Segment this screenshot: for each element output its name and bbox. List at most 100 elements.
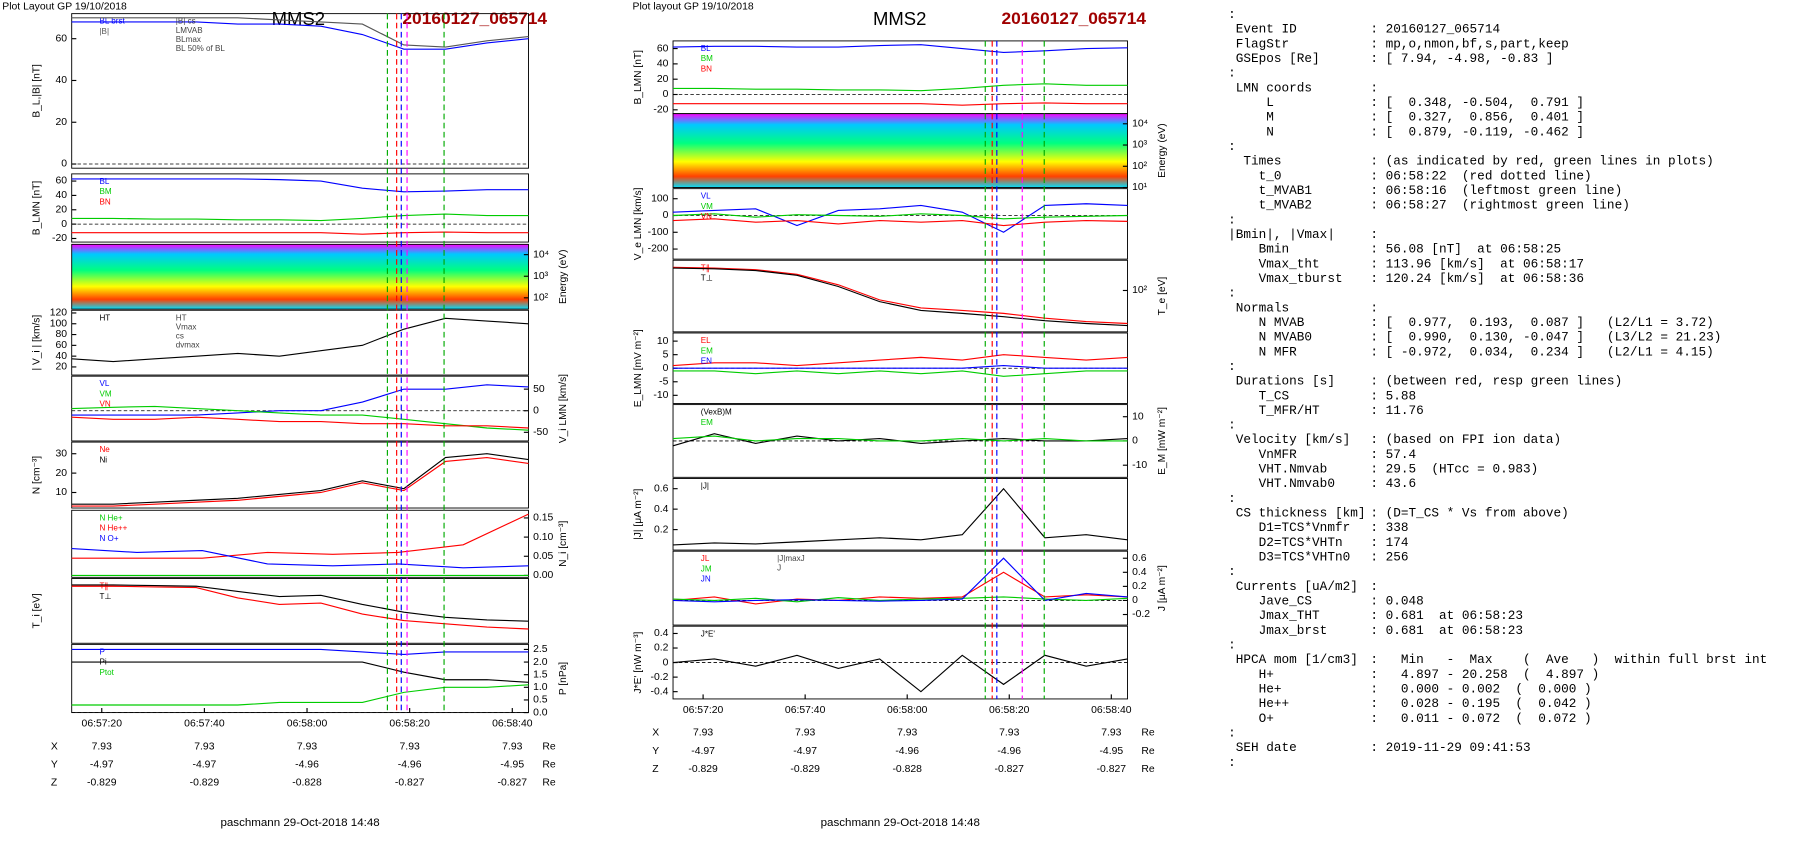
panel-frame [672,478,1128,551]
y-tick-label: -5 [659,377,669,388]
y-axis-label: V_i LMN [km/s] [558,374,569,443]
position-cell: 7.93 [693,728,713,739]
info-value: : 113.96 [km/s] at 06:58:17 [1370,257,1584,271]
legend-entry: N He++ [99,524,127,533]
info-value: : [1228,287,1236,301]
position-cell: 7.93 [297,741,317,752]
legend-entry: |J| [701,482,709,491]
info-key: t_0 [1228,169,1281,183]
info-value: : 06:58:16 (leftmost green line) [1370,184,1622,198]
info-value: : 57.4 [1370,448,1416,462]
panel-frame [71,509,529,578]
info-value: : [1228,492,1236,506]
info-key: Durations [s] [1228,375,1335,389]
info-value: : 20160127_065714 [1370,23,1500,37]
y-tick-label: 100 [50,319,68,330]
info-value: : 06:58:27 (rightmost green line) [1370,199,1630,213]
position-cell: Re [1141,746,1155,757]
info-key: |Bmin|, |Vmax| [1228,228,1335,242]
info-value: : [1228,565,1236,579]
position-cell: -0.829 [190,778,220,789]
info-key: N MFR [1228,345,1297,359]
y-axis-label: Energy (eV) [558,249,569,303]
position-cell: -4.97 [90,760,114,771]
x-tick-label: 06:57:40 [785,705,826,716]
info-key: Vmax_tht [1228,257,1320,271]
series-line [673,83,1128,92]
series-line [71,416,529,429]
header: Plot Layout GP 19/10/2018 [2,2,127,13]
info-value: : 56.08 [nT] at 06:58:25 [1370,243,1561,257]
y-tick-label: 40 [56,190,68,201]
panel-frame [71,309,529,376]
info-value: : [1228,213,1236,227]
position-cell: 7.93 [400,741,420,752]
y-tick-label: 0.2 [1132,581,1147,592]
info-value: : (based on FPI ion data) [1370,433,1561,447]
position-cell: -0.828 [892,764,922,775]
y-tick-label: 60 [657,43,669,54]
y-tick-label: 50 [533,384,545,395]
position-cell: 7.93 [194,741,214,752]
y-tick-label: -0.4 [651,686,669,697]
info-value: : 0.681 at 06:58:23 [1370,609,1523,623]
info-key: Normals [1228,301,1289,315]
info-value: : 0.681 at 06:58:23 [1370,624,1523,638]
y-tick-label: 20 [56,468,68,479]
info-key: N [1228,125,1274,139]
legend-note: J [777,563,781,572]
y-tick-label: 2.0 [533,657,548,668]
info-value: : [ -0.972, 0.034, 0.234 ] (L2/L1 = 4.15… [1370,345,1713,359]
position-cell: Re [542,760,556,771]
position-cell: -0.827 [1097,764,1127,775]
info-key: N MVAB0 [1228,331,1312,345]
legend-entry: (VexB)M [701,408,732,417]
y-axis-label: | V_i | [km/s] [32,315,43,371]
info-value: : [ 7.94, -4.98, -0.83 ] [1370,52,1553,66]
x-tick-label: 06:58:00 [887,705,928,716]
position-cell: Y [51,760,58,771]
info-value: : (D=T_CS * Vs from above) [1370,507,1568,521]
y-axis-label: V_e LMN [km/s] [633,187,644,260]
legend-entry: VL [701,192,711,201]
x-tick-label: 06:57:20 [683,705,724,716]
legend-note: dvmax [176,341,200,350]
info-value: : [1228,360,1236,374]
y-tick-label: 10¹ [1132,182,1148,193]
panel-frame [672,188,1128,260]
panel-frame [672,113,1128,188]
y-tick-label: 0.10 [533,532,553,543]
y-tick-label: 10 [657,336,669,347]
y-tick-label: -100 [648,227,669,238]
legend-entry: T∥ [99,582,108,591]
y-tick-label: 100 [651,193,669,204]
y-axis-label: Energy (eV) [1157,123,1168,177]
y-axis-label: B_L,|B| [nT] [32,64,43,118]
info-key: VnMFR [1228,448,1297,462]
info-key: N MVAB [1228,316,1305,330]
info-key: LMN coords [1228,81,1312,95]
info-key: HPCA mom [1/cm3] [1228,653,1358,667]
legend-entry: BN [701,64,712,73]
y-tick-label: 5 [663,349,669,360]
legend-entry: Ptot [99,668,114,677]
info-value: : 43.6 [1370,477,1416,491]
position-cell: -4.95 [1099,746,1123,757]
spectrogram [71,244,529,310]
y-tick-label: 20 [56,205,68,216]
info-value: : (between red, resp green lines) [1370,375,1622,389]
position-cell: -4.97 [691,746,715,757]
series-line [673,370,1128,377]
legend-entry: Ni [99,455,107,464]
info-key: L [1228,96,1274,110]
series-line [71,453,529,505]
info-value: : 174 [1370,536,1408,550]
position-cell: -0.829 [87,778,117,789]
y-tick-label: 1.5 [533,669,548,680]
legend-entry: JN [701,575,711,584]
position-cell: Re [542,741,556,752]
y-axis-label: |J| [μA m⁻²] [633,489,644,540]
position-cell: -0.827 [395,778,425,789]
panel-frame [71,375,529,442]
